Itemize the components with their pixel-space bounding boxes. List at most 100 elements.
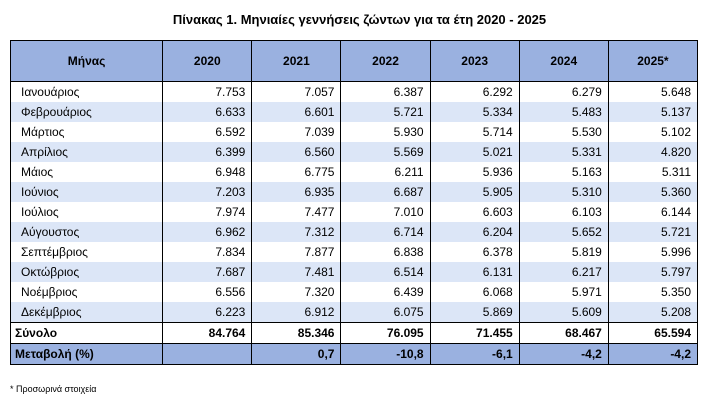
value-cell: 5.797 bbox=[607, 262, 699, 282]
value-cell: 5.163 bbox=[518, 162, 609, 182]
total-cell: 65.594 bbox=[607, 322, 699, 344]
value-cell: 5.971 bbox=[518, 282, 609, 302]
value-cell: 5.483 bbox=[518, 102, 609, 122]
value-cell: 5.936 bbox=[429, 162, 520, 182]
value-cell: 7.974 bbox=[162, 202, 253, 222]
table-title: Πίνακας 1. Μηνιαίες γεννήσεις ζώντων για… bbox=[172, 12, 547, 27]
value-cell: 7.320 bbox=[251, 282, 342, 302]
value-cell: 6.556 bbox=[162, 282, 253, 302]
value-cell: 5.819 bbox=[518, 242, 609, 262]
total-cell: 68.467 bbox=[518, 322, 609, 344]
month-cell: Ιανουάριος bbox=[9, 81, 164, 102]
value-cell: 7.312 bbox=[251, 222, 342, 242]
month-cell: Νοέμβριος bbox=[9, 282, 164, 302]
month-cell: Σεπτέμβριος bbox=[9, 242, 164, 262]
value-cell: 6.399 bbox=[162, 142, 253, 162]
table-row: Μάιος 6.948 6.775 6.211 5.936 5.163 5.311 bbox=[9, 162, 699, 182]
header-row: Μήνας 2020 2021 2022 2023 2024 2025* bbox=[9, 40, 699, 82]
footnote: * Προσωρινά στοιχεία bbox=[10, 384, 97, 394]
value-cell: 6.131 bbox=[429, 262, 520, 282]
table-row: Ιούνιος 7.203 6.935 6.687 5.905 5.310 5.360 bbox=[9, 182, 699, 202]
value-cell: 6.838 bbox=[340, 242, 431, 262]
value-cell: 6.068 bbox=[429, 282, 520, 302]
change-cell: -4,2 bbox=[607, 343, 699, 365]
change-cell bbox=[162, 343, 253, 365]
header-2025: 2025* bbox=[607, 40, 699, 82]
value-cell: 6.144 bbox=[607, 202, 699, 222]
value-cell: 6.948 bbox=[162, 162, 253, 182]
total-row: Σύνολο 84.764 85.346 76.095 71.455 68.46… bbox=[9, 322, 699, 344]
value-cell: 5.609 bbox=[518, 302, 609, 323]
value-cell: 5.137 bbox=[607, 102, 699, 122]
header-2021: 2021 bbox=[251, 40, 342, 82]
value-cell: 7.039 bbox=[251, 122, 342, 142]
month-cell: Απρίλιος bbox=[9, 142, 164, 162]
value-cell: 6.601 bbox=[251, 102, 342, 122]
value-cell: 5.311 bbox=[607, 162, 699, 182]
total-label: Σύνολο bbox=[9, 322, 164, 344]
value-cell: 6.775 bbox=[251, 162, 342, 182]
value-cell: 5.102 bbox=[607, 122, 699, 142]
value-cell: 7.834 bbox=[162, 242, 253, 262]
table-row: Μάρτιος 6.592 7.039 5.930 5.714 5.530 5.102 bbox=[9, 122, 699, 142]
value-cell: 7.010 bbox=[340, 202, 431, 222]
value-cell: 5.334 bbox=[429, 102, 520, 122]
table-row: Απρίλιος 6.399 6.560 5.569 5.021 5.331 4.820 bbox=[9, 142, 699, 162]
value-cell: 6.217 bbox=[518, 262, 609, 282]
total-cell: 84.764 bbox=[162, 322, 253, 344]
value-cell: 6.514 bbox=[340, 262, 431, 282]
header-2022: 2022 bbox=[340, 40, 431, 82]
value-cell: 5.530 bbox=[518, 122, 609, 142]
value-cell: 5.996 bbox=[607, 242, 699, 262]
month-cell: Οκτώβριος bbox=[9, 262, 164, 282]
value-cell: 6.075 bbox=[340, 302, 431, 323]
value-cell: 6.687 bbox=[340, 182, 431, 202]
value-cell: 5.652 bbox=[518, 222, 609, 242]
value-cell: 6.912 bbox=[251, 302, 342, 323]
value-cell: 6.962 bbox=[162, 222, 253, 242]
header-2023: 2023 bbox=[429, 40, 520, 82]
change-cell: -6,1 bbox=[429, 343, 520, 365]
value-cell: 5.721 bbox=[340, 102, 431, 122]
value-cell: 5.331 bbox=[518, 142, 609, 162]
month-cell: Ιούνιος bbox=[9, 182, 164, 202]
value-cell: 5.869 bbox=[429, 302, 520, 323]
value-cell: 6.439 bbox=[340, 282, 431, 302]
total-cell: 76.095 bbox=[340, 322, 431, 344]
value-cell: 5.208 bbox=[607, 302, 699, 323]
value-cell: 7.481 bbox=[251, 262, 342, 282]
change-row: Μεταβολή (%) 0,7 -10,8 -6,1 -4,2 -4,2 bbox=[9, 343, 699, 365]
value-cell: 7.687 bbox=[162, 262, 253, 282]
total-cell: 85.346 bbox=[251, 322, 342, 344]
value-cell: 6.223 bbox=[162, 302, 253, 323]
table-row: Ιανουάριος 7.753 7.057 6.387 6.292 6.279 5.648 bbox=[9, 81, 699, 102]
table-row: Νοέμβριος 6.556 7.320 6.439 6.068 5.971 5.350 bbox=[9, 282, 699, 302]
value-cell: 6.103 bbox=[518, 202, 609, 222]
value-cell: 6.211 bbox=[340, 162, 431, 182]
header-month: Μήνας bbox=[9, 40, 164, 82]
value-cell: 6.204 bbox=[429, 222, 520, 242]
value-cell: 5.350 bbox=[607, 282, 699, 302]
value-cell: 6.292 bbox=[429, 81, 520, 102]
month-cell: Ιούλιος bbox=[9, 202, 164, 222]
table-row: Ιούλιος 7.974 7.477 7.010 6.603 6.103 6.144 bbox=[9, 202, 699, 222]
change-label: Μεταβολή (%) bbox=[9, 343, 164, 365]
change-cell: 0,7 bbox=[251, 343, 342, 365]
month-cell: Δεκέμβριος bbox=[9, 302, 164, 323]
value-cell: 5.714 bbox=[429, 122, 520, 142]
value-cell: 5.021 bbox=[429, 142, 520, 162]
births-table: Μήνας 2020 2021 2022 2023 2024 2025* Ιαν… bbox=[9, 40, 699, 365]
value-cell: 7.753 bbox=[162, 81, 253, 102]
table-row: Δεκέμβριος 6.223 6.912 6.075 5.869 5.609 5.208 bbox=[9, 302, 699, 323]
change-cell: -4,2 bbox=[518, 343, 609, 365]
month-cell: Φεβρουάριος bbox=[9, 102, 164, 122]
value-cell: 6.714 bbox=[340, 222, 431, 242]
month-cell: Μάιος bbox=[9, 162, 164, 182]
value-cell: 5.721 bbox=[607, 222, 699, 242]
value-cell: 4.820 bbox=[607, 142, 699, 162]
value-cell: 5.905 bbox=[429, 182, 520, 202]
value-cell: 5.360 bbox=[607, 182, 699, 202]
total-cell: 71.455 bbox=[429, 322, 520, 344]
value-cell: 6.633 bbox=[162, 102, 253, 122]
value-cell: 6.279 bbox=[518, 81, 609, 102]
